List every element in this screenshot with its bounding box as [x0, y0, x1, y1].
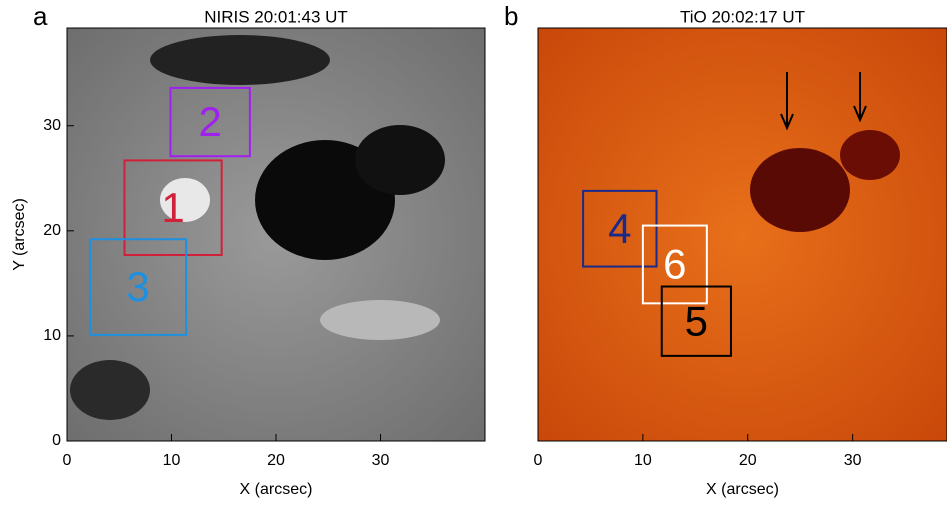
- tio-image: [538, 28, 947, 441]
- region-box: [169, 86, 251, 158]
- panel-label: a: [33, 1, 48, 31]
- y-axis-label: Y (arcsec): [11, 198, 28, 271]
- panel-title: TiO 20:02:17 UT: [680, 7, 805, 26]
- x-tick-label: 30: [372, 452, 390, 469]
- axes-frame: [537, 27, 947, 442]
- panel-label: b: [504, 1, 518, 31]
- region-label: 1: [161, 184, 184, 231]
- y-tick-label: 0: [52, 432, 61, 449]
- region-box: [641, 224, 708, 305]
- region-box: [88, 238, 188, 336]
- x-tick-label: 20: [739, 452, 757, 469]
- x-tick-label: 20: [267, 452, 285, 469]
- region-label: 4: [608, 205, 631, 252]
- y-tick-label: 30: [43, 117, 61, 134]
- x-axis-label: X (arcsec): [706, 481, 779, 498]
- region-label: 5: [685, 297, 708, 344]
- y-tick-label: 10: [43, 327, 61, 344]
- panel-title: NIRIS 20:01:43 UT: [204, 7, 348, 26]
- region-box: [582, 189, 658, 268]
- region-box: [660, 285, 732, 357]
- region-label: 2: [198, 98, 221, 145]
- x-tick-label: 10: [634, 452, 652, 469]
- magnetogram-image: [67, 28, 485, 441]
- x-axis-label: X (arcsec): [240, 481, 313, 498]
- region-box: [123, 159, 223, 256]
- arrows: [780, 72, 867, 131]
- region-label: 3: [126, 263, 149, 310]
- x-tick-label: 30: [844, 452, 862, 469]
- y-tick-label: 20: [43, 222, 61, 239]
- x-tick-label: 0: [63, 452, 72, 469]
- region-label: 6: [663, 241, 686, 288]
- x-tick-label: 10: [163, 452, 181, 469]
- x-tick-label: 0: [534, 452, 543, 469]
